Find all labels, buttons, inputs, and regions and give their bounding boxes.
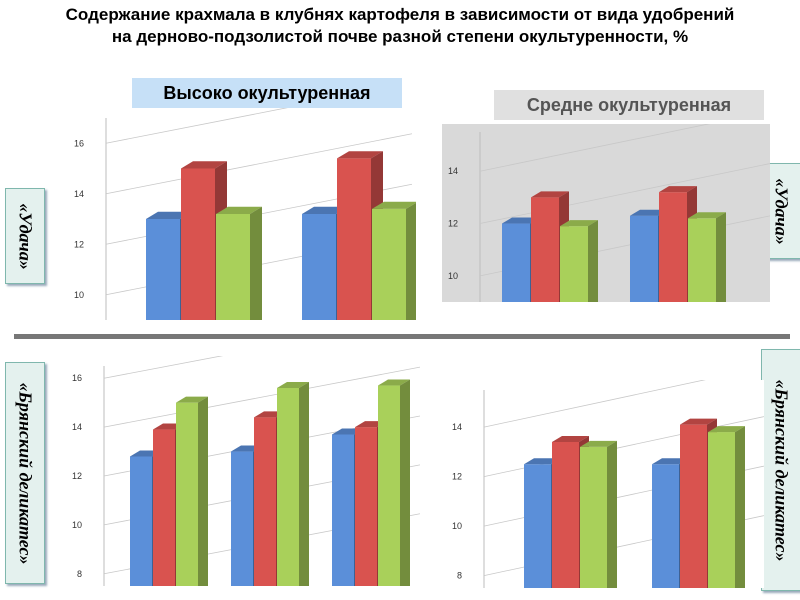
page-title-line-1: Содержание крахмала в клубнях картофеля … [65, 5, 735, 24]
tick-label: 16 [74, 138, 84, 148]
bar [216, 206, 262, 320]
page-title-line-2: на дерново-подзолистой почве разной степ… [111, 27, 689, 46]
tick-label: 12 [72, 471, 82, 481]
gridline [105, 108, 288, 144]
tick-label: 14 [72, 422, 82, 432]
variety-text: «Удача» [15, 202, 36, 270]
gridline [105, 133, 413, 195]
tick-label: 12 [74, 239, 84, 249]
column-title-medium: Средне окультуренная [494, 90, 764, 120]
variety-label-udacha-left: «Удача» [5, 188, 45, 284]
tick-label: 12 [452, 472, 462, 482]
tick-label: 16 [72, 373, 82, 383]
bar [688, 212, 726, 302]
variety-text: «Брянский деликатес» [15, 382, 36, 564]
tick-label: 10 [74, 290, 84, 300]
gridline [479, 124, 711, 172]
tick-label: 8 [457, 571, 462, 581]
tick-label: 14 [74, 189, 84, 199]
bar [277, 382, 309, 586]
gridline [479, 163, 770, 224]
bar [176, 396, 208, 586]
chart-high-bryansk: 8 10 12 14 16 [62, 356, 420, 586]
bar [580, 440, 617, 588]
variety-text: «Брянский деликатес» [771, 379, 792, 561]
page-title: Содержание крахмала в клубнях картофеля … [0, 4, 800, 48]
gridline [103, 366, 420, 428]
chart-medium-bryansk: 8 10 12 14 [442, 380, 764, 588]
column-title-high: Высоко окультуренная [132, 78, 402, 108]
tick-label: 10 [452, 521, 462, 531]
tick-label: 10 [72, 520, 82, 530]
tick-label: 14 [452, 422, 462, 432]
chart-high-udacha: 10 12 14 16 [64, 108, 416, 320]
gridline [103, 356, 224, 379]
gridline [483, 380, 706, 428]
tick-label: 10 [448, 271, 458, 281]
tick-label: 12 [448, 219, 458, 229]
section-divider [14, 334, 790, 339]
bar [378, 379, 410, 586]
variety-label-bryansk-right: «Брянский деликатес» [761, 349, 800, 591]
bar [560, 220, 598, 302]
bar [372, 201, 416, 320]
tick-label: 14 [448, 166, 458, 176]
variety-text: «Удача» [771, 177, 792, 245]
tick-label: 8 [77, 569, 82, 579]
variety-label-bryansk-left: «Брянский деликатес» [5, 362, 45, 584]
bar [708, 426, 745, 588]
chart-medium-udacha: 10 12 14 [442, 124, 770, 302]
